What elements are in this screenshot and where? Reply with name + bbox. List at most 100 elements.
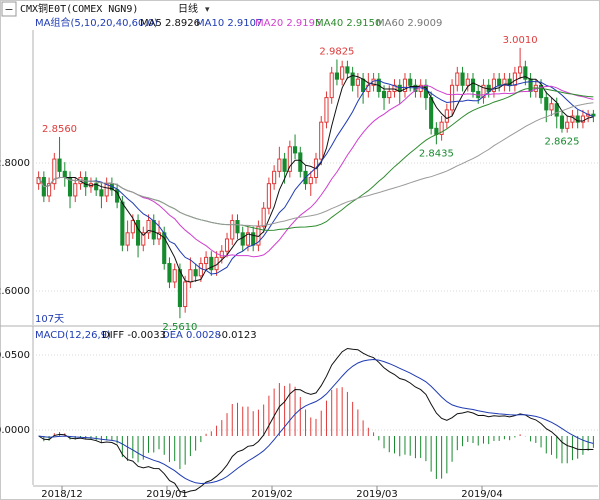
candle[interactable] — [507, 73, 512, 92]
candle[interactable] — [67, 171, 73, 209]
candle[interactable] — [36, 171, 41, 190]
candle[interactable] — [224, 232, 230, 258]
candle[interactable] — [198, 257, 203, 282]
candle-body-down — [151, 220, 156, 240]
candle[interactable] — [167, 257, 172, 289]
candle-body-up — [266, 183, 271, 209]
candle[interactable] — [408, 73, 413, 92]
candle[interactable] — [277, 146, 282, 178]
candle[interactable] — [115, 183, 120, 209]
candle[interactable] — [502, 73, 507, 92]
candle[interactable] — [361, 73, 366, 104]
period-label[interactable]: 日线 — [178, 2, 198, 15]
candle-body-down — [528, 78, 533, 92]
candle[interactable] — [251, 226, 256, 252]
candle[interactable] — [340, 60, 345, 86]
candle[interactable] — [559, 109, 565, 133]
ma40-label: MA40 2.9150 — [315, 18, 381, 29]
candle[interactable] — [549, 97, 554, 117]
candle[interactable] — [292, 134, 298, 160]
candle[interactable] — [413, 79, 418, 98]
candle[interactable] — [523, 60, 528, 86]
candle-body-down — [83, 177, 88, 188]
candle[interactable] — [570, 109, 575, 129]
candle-body-down — [559, 115, 565, 129]
candle[interactable] — [565, 116, 570, 133]
candle[interactable] — [481, 79, 486, 104]
candle[interactable] — [94, 177, 99, 196]
candle[interactable] — [151, 214, 156, 246]
candle[interactable] — [434, 122, 439, 145]
period-dropdown-icon[interactable]: ▾ — [205, 5, 210, 15]
candle[interactable] — [235, 214, 240, 239]
candle[interactable] — [62, 162, 67, 187]
candle[interactable] — [266, 177, 271, 215]
candle[interactable] — [188, 257, 193, 289]
macd-diff-label: DIFF -0.0033 — [102, 330, 166, 341]
candle[interactable] — [575, 109, 580, 129]
candle-body-down — [235, 220, 240, 234]
candle-body-up — [392, 84, 397, 92]
macd-title[interactable]: MACD(12,26,9) — [35, 330, 111, 341]
candle[interactable] — [146, 214, 151, 239]
candle[interactable] — [125, 220, 130, 252]
candle[interactable] — [528, 73, 533, 98]
candle[interactable] — [156, 220, 162, 246]
candle[interactable] — [104, 177, 109, 203]
candle-body-down — [99, 189, 104, 197]
candle-body-up — [104, 183, 109, 197]
candle[interactable] — [230, 214, 235, 246]
price-tick-2.60: 2.6000 — [0, 286, 30, 297]
candle[interactable] — [580, 109, 585, 129]
candle[interactable] — [538, 79, 544, 104]
candle-body-down — [554, 103, 559, 117]
candle-body-up — [73, 183, 78, 197]
candle[interactable] — [444, 103, 449, 129]
candle[interactable] — [52, 152, 57, 190]
candle[interactable] — [209, 251, 214, 276]
candle-body-up — [224, 238, 230, 252]
candle[interactable] — [204, 251, 209, 270]
candle[interactable] — [73, 177, 78, 203]
candle[interactable] — [460, 66, 465, 92]
candle[interactable] — [439, 116, 444, 141]
candle[interactable] — [423, 79, 428, 110]
candle[interactable] — [193, 263, 198, 282]
candle[interactable] — [240, 226, 245, 252]
candle[interactable] — [512, 66, 517, 92]
candle[interactable] — [465, 73, 470, 92]
candle[interactable] — [324, 91, 329, 129]
price-extreme-label: 3.0010 — [503, 35, 538, 46]
candle[interactable] — [455, 66, 460, 92]
candle[interactable] — [518, 47, 523, 80]
candle[interactable] — [308, 171, 313, 196]
candle[interactable] — [298, 146, 303, 178]
candle[interactable] — [47, 177, 52, 203]
candle[interactable] — [586, 109, 591, 123]
candle[interactable] — [141, 226, 146, 252]
candle[interactable] — [261, 202, 266, 233]
candle[interactable] — [287, 140, 292, 178]
candle[interactable] — [319, 116, 324, 166]
candle[interactable] — [450, 79, 455, 117]
candle[interactable] — [497, 73, 502, 92]
candle[interactable] — [387, 85, 392, 104]
candle[interactable] — [57, 136, 62, 178]
candle[interactable] — [329, 66, 334, 104]
candle[interactable] — [470, 73, 476, 98]
candle[interactable] — [135, 214, 141, 258]
candle[interactable] — [99, 183, 104, 209]
candle[interactable] — [83, 171, 88, 196]
collapse-toggle-icon[interactable] — [1, 1, 17, 17]
ma-group-label[interactable]: MA组合(5,10,20,40,60,0) — [35, 16, 158, 29]
candle[interactable] — [172, 263, 177, 289]
candle-body-up — [450, 84, 455, 111]
candle[interactable] — [402, 73, 408, 98]
candle[interactable] — [345, 60, 350, 80]
candle[interactable] — [334, 59, 340, 86]
candle[interactable] — [392, 79, 397, 98]
candle[interactable] — [350, 66, 355, 92]
candle[interactable] — [183, 275, 188, 313]
candle[interactable] — [272, 165, 277, 190]
